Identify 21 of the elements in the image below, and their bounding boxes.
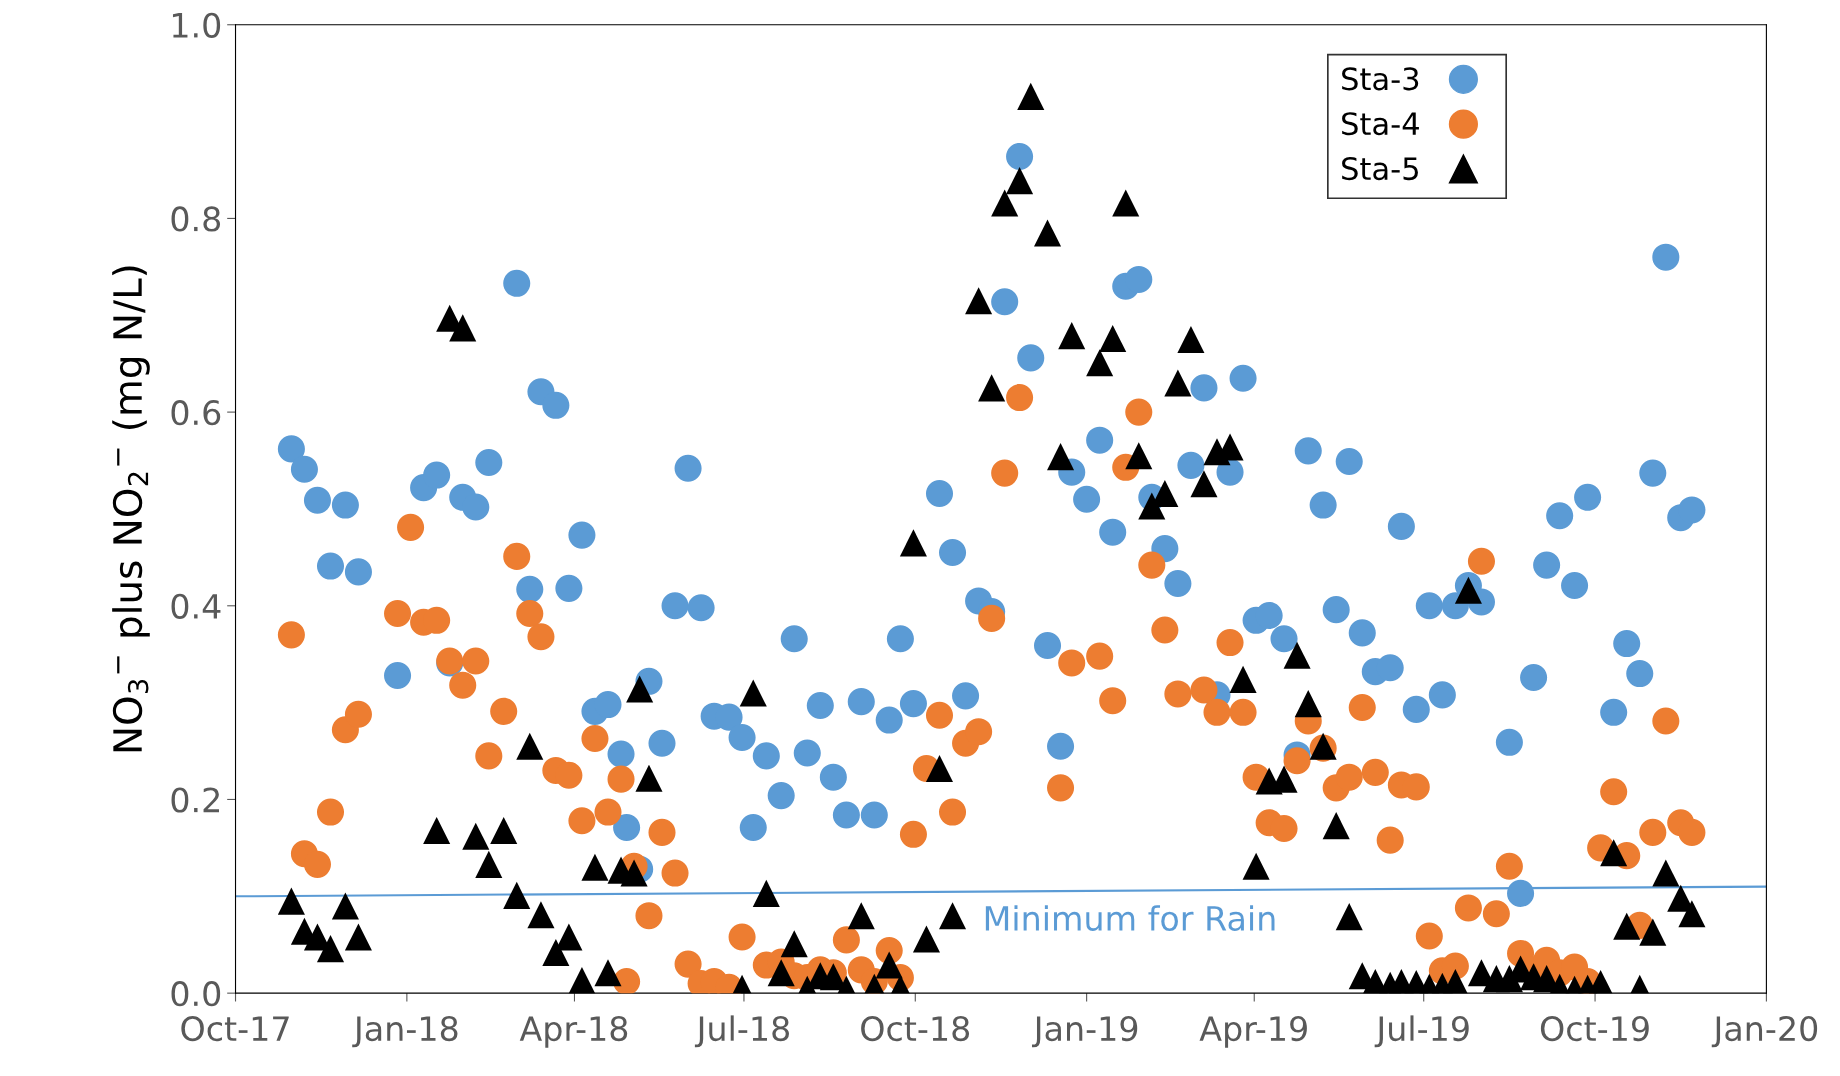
x-tick-label: Jan-18 <box>352 1015 458 1048</box>
series-label: Minimum for Rain <box>985 905 1275 931</box>
legend-label: Sta-4 <box>1342 112 1419 136</box>
x-tick-label: Jan-20 <box>1711 1015 1818 1048</box>
x-tick-label: Oct-19 <box>1540 1015 1649 1042</box>
legend-label: Sta-3 <box>1342 67 1419 91</box>
x-tick-label: Oct-18 <box>861 1015 970 1042</box>
y-tick-label: 1.0 <box>172 12 221 38</box>
x-tick-label: Apr-19 <box>1199 1015 1307 1048</box>
y-tick-label: 0.0 <box>171 981 221 1007</box>
y-axis-title: NO$_{3}$$^{−}$ plus NO$_{2}$$^{−}$ (mg N/L) <box>112 266 150 752</box>
y-tick-label: 0.8 <box>171 206 221 232</box>
x-tick-label: Jul-19 <box>1374 1015 1469 1048</box>
legend-label: Sta-5 <box>1342 157 1418 181</box>
x-tick-label: Jul-18 <box>694 1015 789 1048</box>
x-tick-label: Jan-19 <box>1031 1015 1138 1048</box>
x-tick-label: Apr-18 <box>519 1015 628 1048</box>
x-tick-label: Oct-17 <box>181 1015 289 1042</box>
y-tick-label: 0.4 <box>171 593 221 619</box>
y-tick-label: 0.6 <box>171 400 221 426</box>
y-tick-label: 0.2 <box>171 787 219 813</box>
